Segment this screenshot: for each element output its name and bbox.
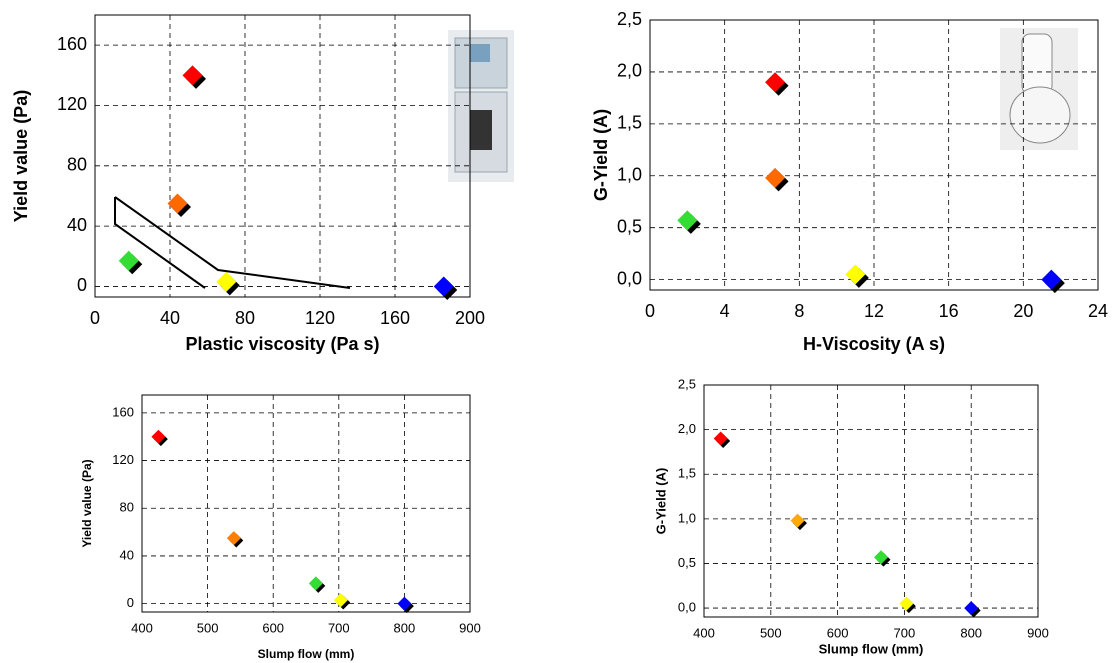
x-tick-label: 40 [160, 308, 180, 328]
point [118, 250, 139, 271]
x-tick-label: 900 [459, 620, 481, 635]
y-tick-label: 0,5 [678, 555, 696, 570]
x-axis-title: Slump flow (mm) [819, 641, 924, 656]
x-tick-label: 800 [394, 620, 416, 635]
point [765, 167, 786, 188]
x-tick-label: 200 [455, 308, 485, 328]
y-tick-label: 80 [120, 500, 134, 515]
y-tick-label: 40 [67, 215, 87, 235]
y-tick-label: 1,0 [678, 510, 696, 525]
y-tick-label: 2,0 [617, 61, 642, 81]
y-axis-title: Yield value (Pa) [11, 90, 31, 222]
chart: 0,0 0,5 1,0 1,5 2,0 2,5 0 4 8 12 16 20 24 H-Viscosity… [591, 9, 1108, 354]
plot-frame [703, 384, 1039, 618]
x-tick-label: 900 [1027, 625, 1049, 640]
chart: 0 40 80 120 160 0 40 80 120 160 200 Plastic viscosi… [11, 14, 485, 354]
x-tick-label: 600 [827, 625, 849, 640]
x-tick-label: 120 [305, 308, 335, 328]
chart: 0,0 0,5 1,0 1,5 2,0 2,5 400 500 600 700 800 900 Slum… [653, 376, 1048, 656]
plot-frame [141, 394, 471, 613]
x-tick-label: 0 [645, 301, 655, 321]
x-tick-label: 12 [864, 301, 884, 321]
y-tick-label: 2,5 [678, 376, 696, 391]
x-tick-label: 600 [262, 620, 284, 635]
y-axis-title: G-Yield (A) [653, 468, 668, 535]
point [308, 576, 323, 591]
region-outline [114, 196, 351, 289]
point [216, 271, 237, 292]
y-axis-title: Yield value (Pa) [80, 459, 94, 547]
x-axis-title: H-Viscosity (A s) [803, 334, 945, 354]
point [167, 193, 188, 214]
y-tick-label: 1,0 [617, 165, 642, 185]
y-tick-label: 0,0 [617, 268, 642, 288]
x-tick-label: 500 [760, 625, 782, 640]
point [765, 72, 786, 93]
y-tick-label: 2,5 [617, 9, 642, 29]
rheometer-photo [448, 30, 514, 182]
x-axis-title: Slump flow (mm) [258, 647, 355, 661]
x-tick-label: 800 [960, 625, 982, 640]
plot-frame [94, 14, 471, 298]
y-tick-label: 40 [120, 547, 134, 562]
point [182, 65, 203, 86]
point [845, 264, 866, 285]
y-tick-label: 0,5 [617, 216, 642, 236]
y-tick-label: 0 [77, 275, 87, 295]
plot-frame [649, 19, 1099, 291]
y-tick-label: 80 [67, 155, 87, 175]
y-tick-label: 0 [127, 595, 134, 610]
x-tick-label: 16 [939, 301, 959, 321]
point [899, 596, 914, 611]
point [397, 596, 412, 611]
point [333, 593, 348, 608]
chart: 0 40 80 120 160 400 500 600 700 800 900 Slump flow … [80, 394, 481, 661]
x-tick-label: 400 [693, 625, 715, 640]
y-tick-label: 160 [112, 404, 134, 419]
x-tick-label: 24 [1088, 301, 1108, 321]
y-tick-label: 160 [57, 34, 87, 54]
x-tick-label: 700 [894, 625, 916, 640]
x-tick-label: 80 [235, 308, 255, 328]
x-axis-title: Plastic viscosity (Pa s) [185, 334, 379, 354]
point [677, 210, 698, 231]
point [151, 429, 166, 444]
y-axis-title: G-Yield (A) [591, 109, 611, 201]
y-tick-label: 0,0 [678, 600, 696, 615]
x-tick-label: 4 [720, 301, 730, 321]
x-tick-label: 700 [328, 620, 350, 635]
point [874, 550, 889, 565]
x-tick-label: 160 [380, 308, 410, 328]
x-tick-label: 20 [1013, 301, 1033, 321]
point [226, 531, 241, 546]
y-tick-label: 120 [112, 452, 134, 467]
point [1041, 269, 1062, 290]
point [790, 513, 805, 528]
point [713, 431, 728, 446]
x-tick-label: 0 [90, 308, 100, 328]
x-tick-label: 500 [197, 620, 219, 635]
x-tick-label: 8 [794, 301, 804, 321]
point [433, 276, 454, 297]
x-tick-label: 400 [131, 620, 153, 635]
viscometer-photo [1000, 28, 1078, 150]
point [964, 601, 979, 616]
y-tick-label: 120 [57, 94, 87, 114]
y-tick-label: 2,0 [678, 421, 696, 436]
y-tick-label: 1,5 [617, 113, 642, 133]
y-tick-label: 1,5 [678, 466, 696, 481]
